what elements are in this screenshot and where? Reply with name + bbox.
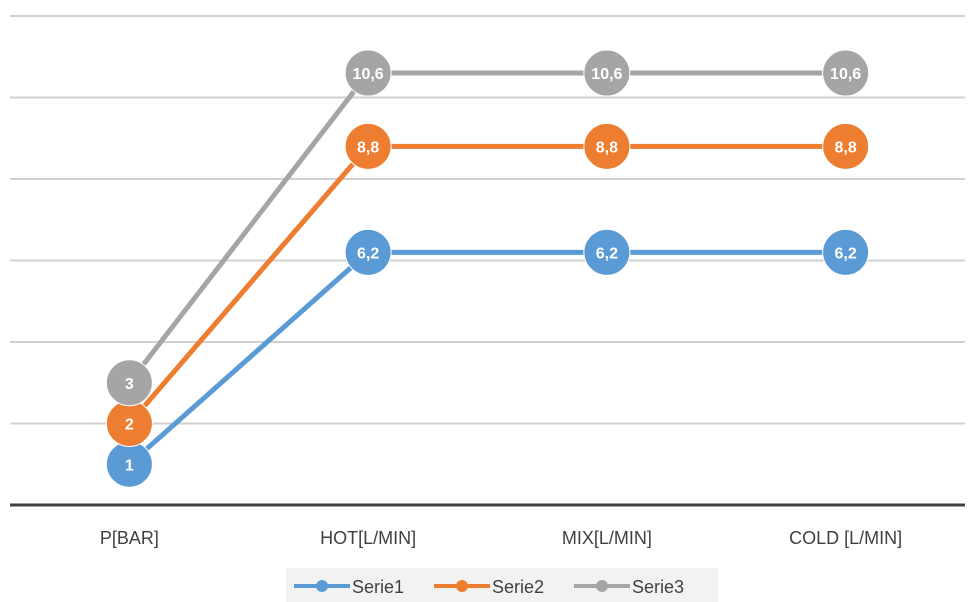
data-point	[105, 359, 153, 407]
data-point	[822, 228, 870, 276]
data-point	[344, 49, 392, 97]
data-label: 6,2	[357, 245, 379, 262]
data-label: 8,8	[596, 139, 618, 156]
data-label: 3	[125, 376, 134, 393]
series-line-2	[127, 143, 846, 426]
series-line-3	[127, 70, 846, 385]
legend-marker	[596, 580, 608, 592]
legend-marker	[456, 580, 468, 592]
gridlines	[10, 15, 965, 425]
legend-label: Serie3	[632, 577, 684, 597]
data-label: 6,2	[596, 245, 618, 262]
data-label: 1	[125, 457, 134, 474]
x-tick-label: HOT[L/MIN]	[320, 528, 416, 548]
x-tick-labels: P[BAR] HOT[L/MIN] MIX[L/MIN] COLD [L/MIN]	[100, 528, 902, 548]
x-tick-label: COLD [L/MIN]	[789, 528, 902, 548]
data-label: 2	[125, 417, 134, 434]
data-point	[583, 228, 631, 276]
data-label: 10,6	[353, 66, 384, 83]
legend-marker	[316, 580, 328, 592]
data-point	[344, 228, 392, 276]
data-point	[822, 49, 870, 97]
legend-label: Serie1	[352, 577, 404, 597]
x-tick-label: MIX[L/MIN]	[562, 528, 652, 548]
data-label: 8,8	[835, 139, 857, 156]
data-point	[583, 49, 631, 97]
data-label: 10,6	[591, 66, 622, 83]
data-point	[344, 122, 392, 170]
data-label: 6,2	[835, 245, 857, 262]
legend-box	[286, 568, 718, 602]
series-points: 1 6,2 6,2 6,2 2 8,8 8,8 8,8 3 10,6 10,6 10,6	[105, 49, 870, 488]
legend: Serie1 Serie2 Serie3	[286, 568, 718, 602]
x-tick-label: P[BAR]	[100, 528, 159, 548]
data-label: 10,6	[830, 66, 861, 83]
series-lines	[127, 70, 846, 467]
data-point	[583, 122, 631, 170]
data-label: 8,8	[357, 139, 379, 156]
series-line-1	[127, 249, 846, 467]
data-point	[822, 122, 870, 170]
legend-label: Serie2	[492, 577, 544, 597]
